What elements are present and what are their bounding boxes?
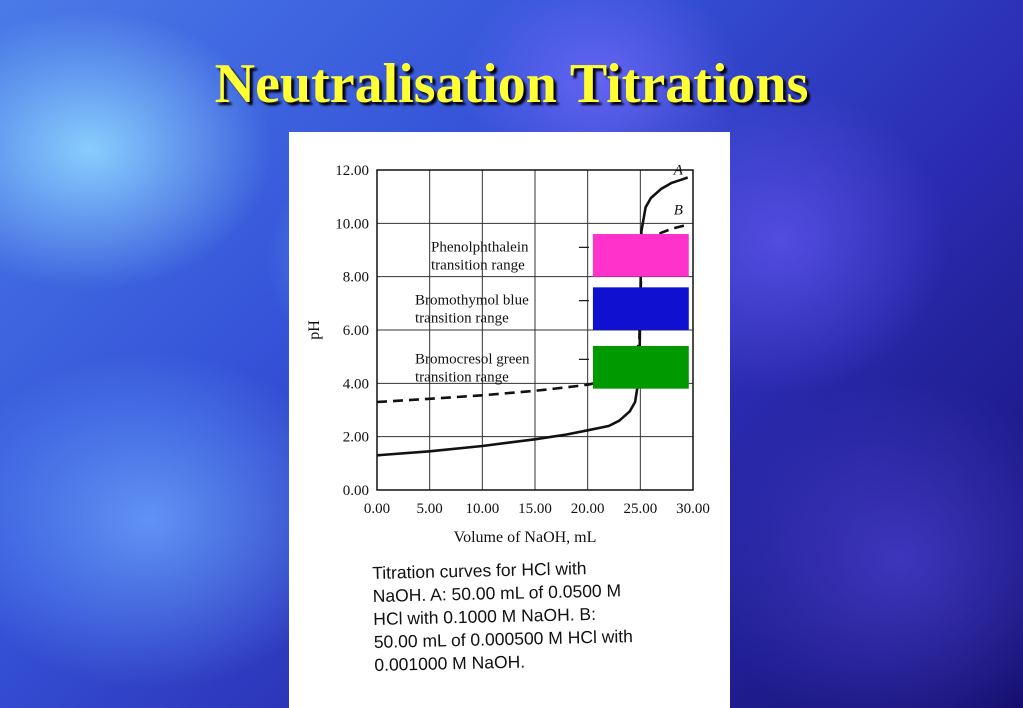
plot-frame [376,169,694,491]
indicator-band [592,287,689,330]
indicator-label-line1: Bromothymol blue [415,293,529,309]
slide-title: Neutralisation Titrations [214,53,809,115]
series-label-b: B [674,203,683,219]
x-tick-label: 20.00 [571,501,605,517]
x-tick-label: 0.00 [364,501,390,517]
x-tick-label: 5.00 [417,501,443,517]
x-axis-label: Volume of NaOH, mL [454,529,597,546]
y-tick-label: 0.00 [343,483,369,499]
titration-chart: 0.00 5.00 10.00 15.00 20.00 25.00 30.00 0.00 2.0… [306,162,710,546]
y-axis-label: pH [306,320,323,340]
indicator-label-line2: transition range [415,369,509,385]
indicator-band [592,346,689,389]
series-line-a [376,176,689,457]
indicator-band [592,234,689,277]
x-tick-label: 15.00 [518,501,552,517]
y-tick-label: 8.00 [343,270,369,286]
series-label-a: A [673,162,684,178]
y-tick-label: 6.00 [343,323,369,339]
series-line-b [376,223,689,404]
figure-panel: 0.00 5.00 10.00 15.00 20.00 25.00 30.00 0.00 2.0… [289,132,730,708]
y-tick-label: 12.00 [335,163,369,179]
indicator-label-line1: Phenolphthalein [431,239,529,255]
indicator-label-line2: transition range [415,311,509,327]
y-tick-label: 2.00 [343,430,369,446]
indicator-label-line1: Bromocresol green [415,351,530,367]
x-tick-label: 25.00 [623,501,657,517]
figure-caption: Titration curves for HCl with NaOH. A: 5… [372,554,715,677]
y-tick-label: 10.00 [335,216,369,232]
indicator-label-line2: transition range [431,257,525,273]
y-tick-label: 4.00 [343,376,369,392]
x-tick-label: 30.00 [676,501,710,517]
x-tick-label: 10.00 [465,501,499,517]
